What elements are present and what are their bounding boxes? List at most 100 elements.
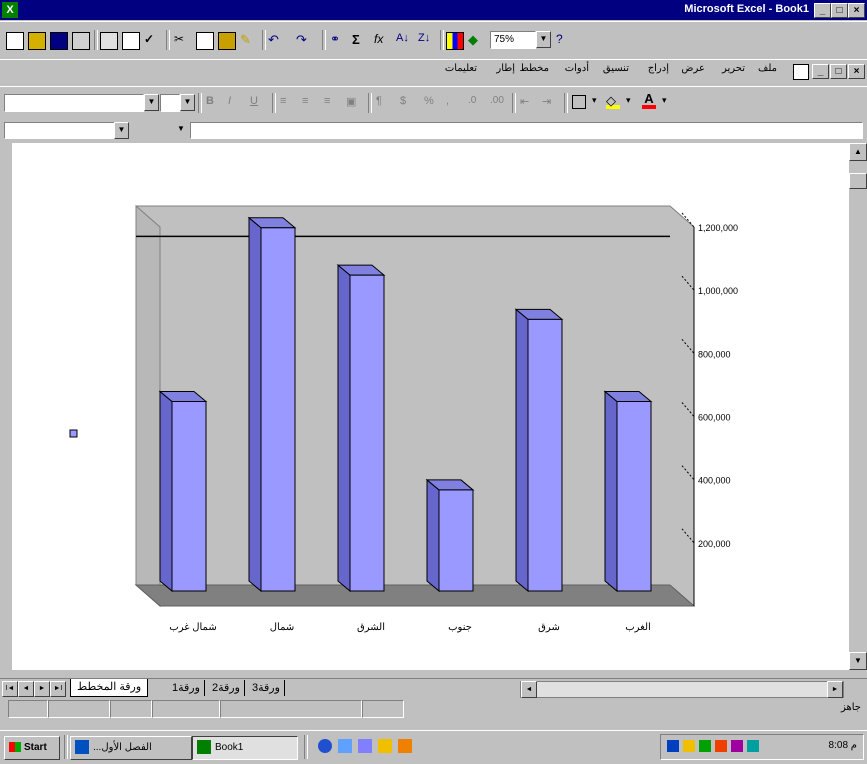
taskbar-button-excel[interactable]: Book1 [192,736,298,760]
menu-file[interactable]: ملف [757,63,777,74]
undo-icon[interactable]: ↶ [268,32,279,47]
font-color-icon[interactable]: A [642,91,656,109]
tray-icon-3[interactable] [699,740,711,752]
menu-edit[interactable]: تحرير [721,63,745,74]
scroll-up-button[interactable]: ▲ [849,143,867,161]
direction-icon[interactable]: ¶ [376,95,382,107]
tray-icon-2[interactable] [683,740,695,752]
doc-restore-button[interactable]: □ [830,64,847,79]
paste-icon[interactable] [218,32,236,50]
desktop-icon[interactable] [338,739,352,753]
font-size-combo[interactable] [160,94,180,112]
comma-style-icon[interactable]: , [446,95,450,107]
function-icon[interactable]: fx [374,32,384,46]
name-box[interactable] [4,122,116,139]
open-folder-icon[interactable] [28,32,46,50]
tray-icon-6[interactable] [747,740,759,752]
increase-decimal-icon[interactable]: .0 [468,95,477,106]
print-icon[interactable] [100,32,118,50]
sheet-tab-1[interactable]: ورقة1 [168,680,205,696]
percent-icon[interactable]: % [424,95,434,107]
font-color-dropdown-icon[interactable]: ▾ [662,95,667,105]
copy-icon[interactable] [196,32,214,50]
cut-icon[interactable]: ✂ [174,32,185,46]
new-file-icon[interactable] [6,32,24,50]
decrease-indent-icon[interactable]: ⇤ [520,96,530,108]
sort-ascending-icon[interactable]: A↓ [396,32,409,44]
borders-icon[interactable] [572,95,586,109]
sheet-tab-active[interactable]: ورقة المخطط [70,679,149,697]
vertical-scrollbar[interactable]: ▲ ▼ [849,143,867,670]
chart-wizard-icon[interactable] [446,32,464,50]
scroll-thumb[interactable] [849,173,867,189]
increase-indent-icon[interactable]: ⇥ [542,96,552,108]
redo-icon[interactable]: ↷ [296,32,307,47]
tray-icon-4[interactable] [715,740,727,752]
help-icon[interactable]: ? [556,32,563,46]
taskbar: Start ...الفصل الأول Book1 8:08 م [0,730,867,764]
merge-center-icon[interactable]: ▣ [346,96,357,108]
tray-icon-5[interactable] [731,740,743,752]
last-sheet-button[interactable]: ►I [50,681,66,697]
chart-svg[interactable]: 200,000 400,000 600,000 800,000 1,000,000 1,2… [12,143,849,670]
name-box-dropdown-arrow[interactable]: ▼ [114,122,129,139]
scroll-right-button[interactable]: ► [827,681,843,698]
align-left-icon[interactable]: ≡ [324,95,331,107]
scroll-left-button[interactable]: ◄ [521,681,537,698]
fill-color-dropdown-icon[interactable]: ▾ [626,95,631,105]
sheet-tab-2[interactable]: ورقة2 [208,680,245,696]
maximize-button[interactable]: □ [831,3,848,18]
doc-close-button[interactable]: × [848,64,865,79]
doc-minimize-button[interactable]: _ [812,64,829,79]
print-preview-icon[interactable] [122,32,140,50]
close-button[interactable]: × [848,3,865,18]
first-sheet-button[interactable]: I◄ [2,681,18,697]
excel-app-icon[interactable]: X [2,2,18,18]
bold-icon[interactable]: B [206,95,214,107]
font-name-combo[interactable] [4,94,144,112]
underline-icon[interactable]: U [250,95,258,107]
minimize-button[interactable]: _ [814,3,831,18]
menu-tools[interactable]: أدوات [564,63,589,74]
scroll-down-button[interactable]: ▼ [849,652,867,670]
menu-view[interactable]: عرض [681,63,705,74]
drawing-icon[interactable]: ◆ [468,32,478,47]
start-button[interactable]: Start [4,736,60,760]
outlook-icon[interactable] [358,739,372,753]
autosum-icon[interactable]: Σ [352,32,360,47]
align-right-icon[interactable]: ≡ [280,95,287,107]
ie-icon[interactable] [318,739,332,753]
italic-icon[interactable]: I [228,95,232,107]
spelling-icon[interactable]: ✓ [144,32,155,46]
save-icon[interactable] [50,32,68,50]
menu-insert[interactable]: إدراج [647,63,669,74]
sort-descending-icon[interactable]: Z↓ [418,32,431,44]
format-painter-icon[interactable]: ✎ [240,32,251,47]
currency-icon[interactable]: $ [400,95,407,107]
menu-chart[interactable]: مخطط [519,63,549,74]
menu-format[interactable]: تنسيق [602,63,629,74]
zoom-dropdown-arrow[interactable]: ▼ [536,31,551,48]
horizontal-scrollbar[interactable]: ◄ ► [520,681,844,698]
hyperlink-icon[interactable]: ⚭ [330,32,341,46]
menu-help[interactable]: تعليمات [444,63,477,74]
font-size-dropdown-arrow[interactable]: ▼ [180,94,195,111]
fill-color-icon[interactable]: ◇ [606,93,620,109]
doc-icon[interactable] [793,64,809,80]
align-center-icon[interactable]: ≡ [302,95,309,107]
decrease-decimal-icon[interactable]: .00 [490,95,504,106]
formula-dropdown-icon[interactable]: ▼ [176,122,186,137]
menu-window[interactable]: إطار [496,63,515,74]
taskbar-button-word[interactable]: ...الفصل الأول [70,736,192,760]
tray-icon-1[interactable] [667,740,679,752]
font-name-dropdown-arrow[interactable]: ▼ [144,94,159,111]
prev-sheet-button[interactable]: ◄ [18,681,34,697]
next-sheet-button[interactable]: ► [34,681,50,697]
email-icon[interactable] [72,32,90,50]
sheet-tab-3[interactable]: ورقة3 [248,680,285,696]
zoom-combo[interactable]: 75% [490,31,536,49]
formula-input[interactable] [190,122,863,139]
borders-dropdown-icon[interactable]: ▾ [592,95,597,105]
quicklaunch-icon[interactable] [378,739,392,753]
media-icon[interactable] [398,739,412,753]
